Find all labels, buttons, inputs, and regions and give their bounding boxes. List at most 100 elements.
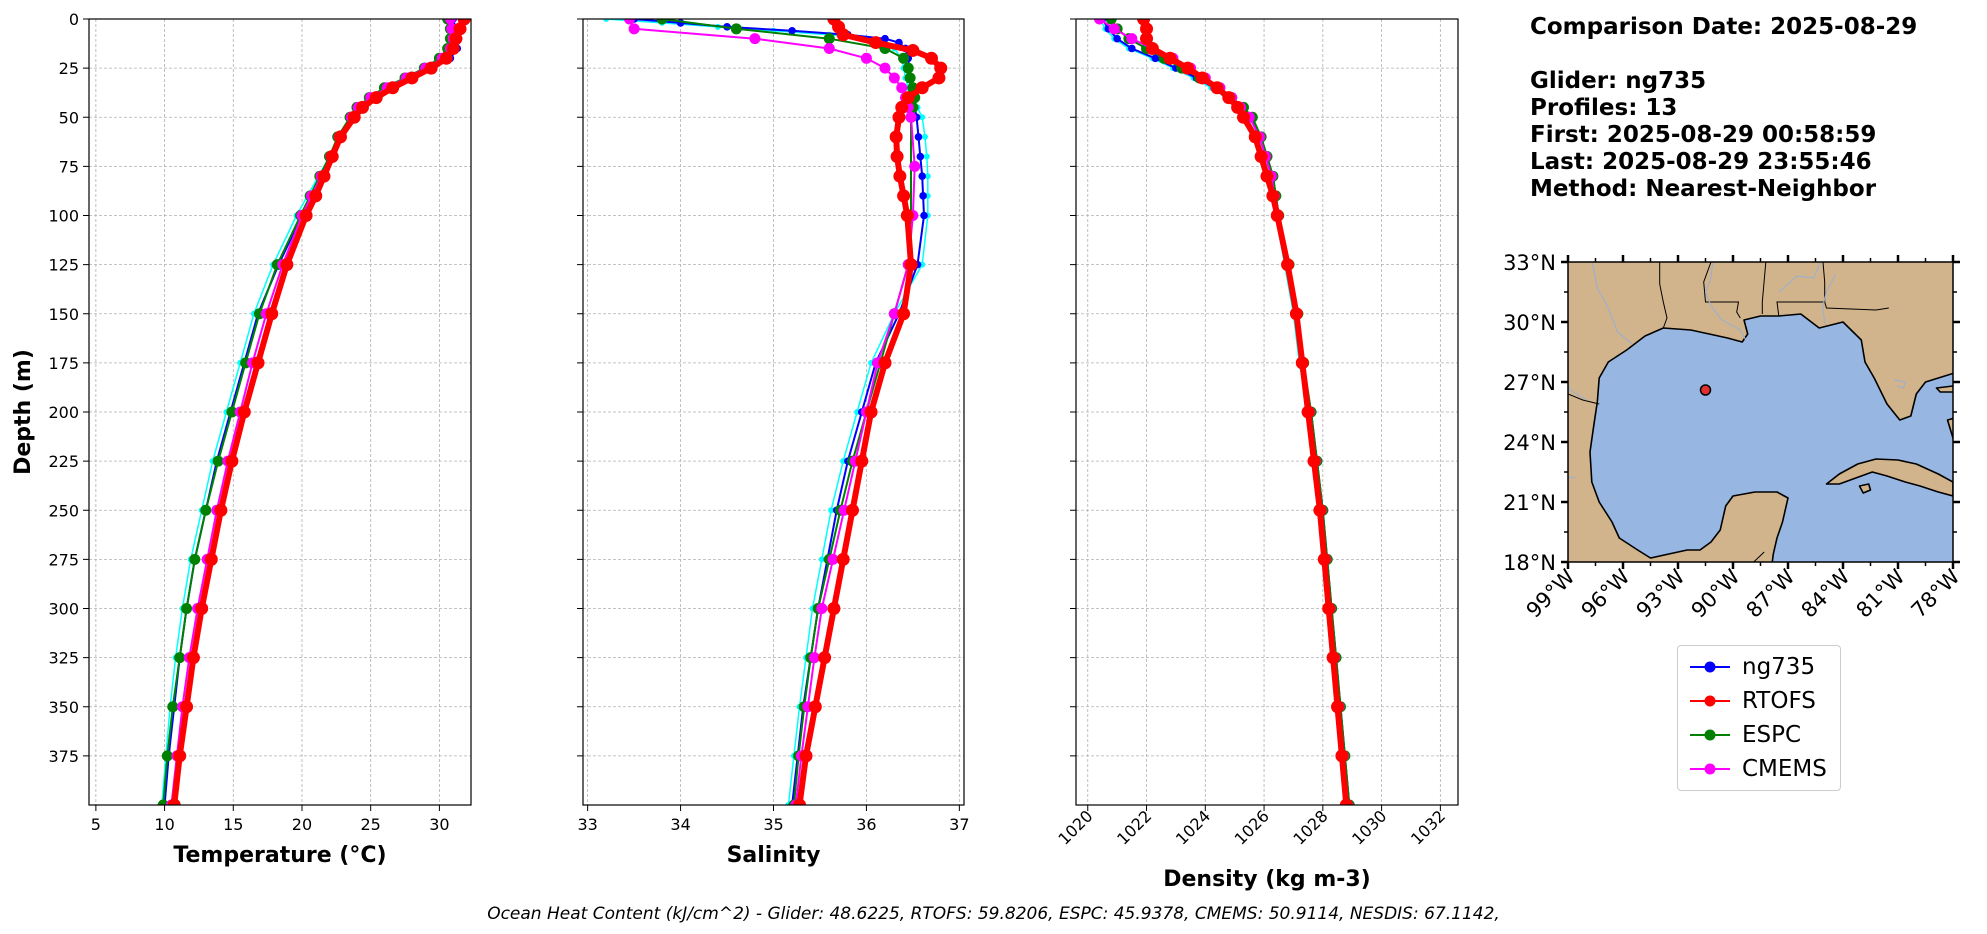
data-point-rtofs — [299, 209, 313, 222]
lon-tick-label: 96°W — [1577, 564, 1635, 622]
data-point-rtofs — [386, 81, 400, 95]
x-tick-label: 1028 — [1289, 806, 1331, 848]
x-tick-label: 20 — [292, 815, 312, 834]
x-axis-label: Density (kg m-3) — [1163, 867, 1371, 892]
data-point-rtofs — [1307, 454, 1321, 468]
data-point-rtofs — [934, 61, 948, 75]
data-point-rtofs — [878, 356, 892, 370]
data-point-cmems — [827, 553, 839, 565]
data-point-cmems — [905, 111, 917, 123]
data-point-rtofs — [836, 28, 850, 42]
x-tick-label: 25 — [361, 815, 381, 834]
legend-label-espc: ESPC — [1742, 722, 1802, 748]
land-cuba — [1825, 458, 1953, 497]
y-tick-label: 125 — [48, 256, 79, 275]
lake-mexico — [1568, 476, 1576, 479]
lat-tick-label: 33°N — [1503, 251, 1556, 275]
data-point-rtofs — [369, 91, 383, 105]
lon-tick-label: 90°W — [1687, 564, 1745, 622]
data-point-rtofs — [1317, 552, 1331, 566]
data-point-rtofs — [347, 110, 361, 124]
data-point-cmems — [860, 52, 872, 64]
data-point-rtofs — [1335, 749, 1349, 763]
data-point-rtofs — [1301, 405, 1315, 419]
data-point-ng735 — [881, 34, 889, 43]
legend-item-espc: ESPC — [1678, 718, 1840, 752]
data-point-rtofs — [1163, 51, 1177, 65]
data-point-ng735-profiles — [921, 133, 928, 140]
x-tick-label: 30 — [429, 815, 449, 834]
glider-location-marker — [1699, 384, 1712, 396]
data-point-rtofs — [827, 602, 841, 615]
data-point-rtofs — [845, 503, 859, 517]
lon-tick-label: 78°W — [1907, 564, 1965, 622]
y-tick-label: 275 — [48, 550, 79, 569]
data-point-espc — [1105, 19, 1117, 25]
border-ms-al — [1761, 262, 1767, 314]
series-line-rtofs — [1140, 19, 1350, 805]
data-point-espc — [161, 750, 173, 762]
data-point-rtofs — [1248, 130, 1262, 144]
legend-item-cmems: CMEMS — [1678, 752, 1840, 786]
legend-label-cmems: CMEMS — [1742, 756, 1827, 782]
river-mississippi — [1704, 262, 1747, 341]
data-point-cmems — [888, 308, 900, 320]
data-point-rtofs — [864, 405, 878, 419]
data-point-ng735-profiles — [818, 556, 825, 563]
legend-marker-rtofs — [1690, 695, 1730, 707]
glider-location-map: 99°W96°W93°W90°W87°W84°W81°W78°W18°N21°N… — [1503, 251, 1965, 623]
data-point-rtofs — [1231, 100, 1245, 114]
x-tick-label: 33 — [577, 815, 597, 834]
data-point-cmems — [1094, 19, 1106, 25]
data-point-rtofs — [897, 189, 911, 203]
land-north-america — [1568, 262, 1953, 562]
data-point-rtofs — [855, 454, 869, 468]
data-point-rtofs — [892, 110, 906, 124]
lon-tick-label: 93°W — [1632, 564, 1690, 622]
data-point-rtofs — [446, 41, 460, 55]
data-point-rtofs — [793, 798, 807, 805]
y-tick-label: 100 — [48, 207, 79, 226]
river-apalachicola — [1822, 273, 1837, 325]
data-point-rtofs — [325, 150, 339, 164]
data-point-rtofs — [808, 700, 822, 714]
data-point-rtofs — [167, 798, 181, 805]
data-point-rtofs — [333, 130, 347, 144]
lat-tick-label: 18°N — [1503, 551, 1556, 575]
data-point-rtofs — [836, 552, 850, 566]
data-point-ng735 — [920, 211, 928, 220]
y-tick-label: 200 — [48, 403, 79, 422]
land-bahamas — [1935, 385, 1953, 393]
data-point-rtofs — [214, 503, 228, 517]
data-point-rtofs — [1266, 189, 1280, 203]
data-point-ng735 — [914, 133, 923, 141]
x-tick-label: 1030 — [1348, 806, 1390, 848]
interpolation-method: Method: Nearest-Neighbor — [1530, 176, 1877, 202]
data-point-rtofs — [405, 71, 419, 85]
data-point-rtofs — [265, 307, 279, 321]
y-tick-label: 75 — [59, 157, 79, 176]
x-tick-label: 35 — [763, 815, 783, 834]
x-tick-label: 1024 — [1172, 806, 1214, 848]
data-point-cmems — [623, 19, 635, 25]
legend: ng735 RTOFS ESPC CMEMS — [1677, 645, 1841, 791]
data-point-ng735 — [1113, 34, 1121, 43]
data-point-rtofs — [1181, 61, 1195, 75]
y-tick-label: 225 — [48, 452, 79, 471]
data-point-cmems — [1126, 33, 1138, 45]
data-point-rtofs — [453, 22, 467, 36]
border-mexico-belize — [1752, 551, 1765, 562]
x-tick-label: 1022 — [1113, 806, 1155, 848]
data-point-ng735-profiles — [923, 153, 930, 160]
rivers — [1568, 262, 1907, 479]
data-point-rtofs — [869, 36, 883, 50]
data-point-cmems — [896, 82, 908, 94]
data-point-ng735 — [919, 192, 927, 200]
y-tick-label: 300 — [48, 600, 79, 619]
data-point-rtofs — [309, 189, 323, 203]
legend-label-ng735: ng735 — [1742, 654, 1816, 680]
x-tick-label: 1032 — [1407, 806, 1449, 848]
data-point-rtofs — [901, 91, 915, 105]
data-point-cmems — [808, 652, 820, 664]
